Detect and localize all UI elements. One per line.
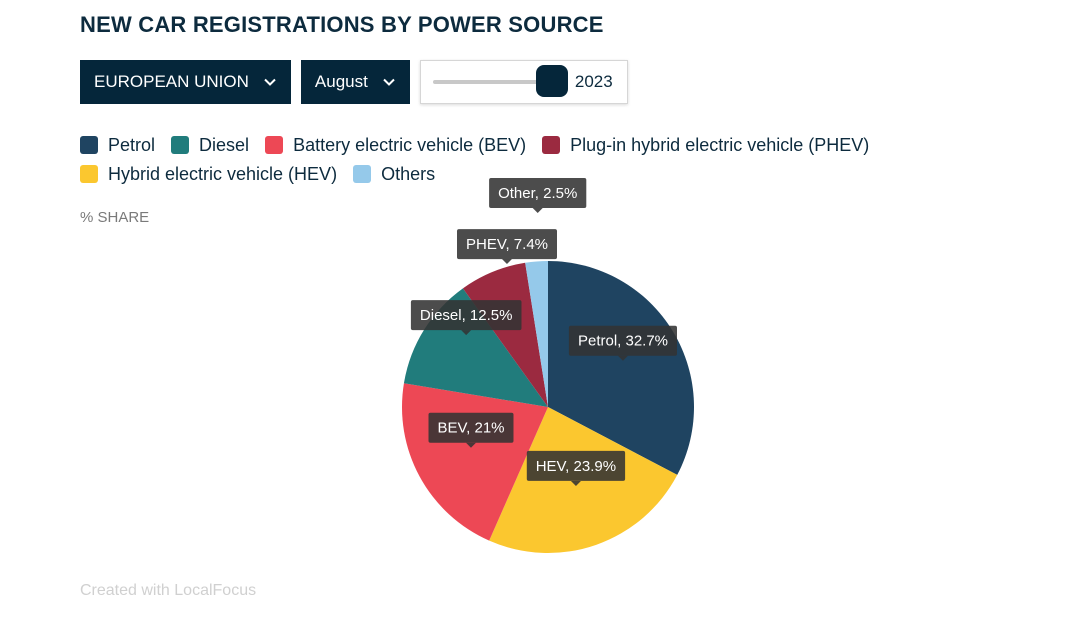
year-slider[interactable]: 2023 bbox=[419, 60, 628, 104]
region-dropdown-label: EUROPEAN UNION bbox=[94, 72, 249, 91]
legend-swatch bbox=[80, 165, 98, 183]
data-label-box bbox=[526, 450, 626, 481]
legend-label: Others bbox=[381, 163, 436, 184]
data-label-pointer bbox=[461, 330, 472, 336]
unit-label: % SHARE bbox=[80, 209, 150, 226]
data-label-text: Other, 2.5% bbox=[498, 185, 577, 202]
pie-slice-phev[interactable] bbox=[462, 262, 548, 407]
pie-slice-other[interactable] bbox=[525, 261, 548, 407]
legend-label: Diesel bbox=[199, 134, 250, 155]
data-label-bev: BEV, 21% bbox=[428, 412, 514, 448]
chevron-down-icon bbox=[383, 78, 395, 86]
chart-legend: Petrol Diesel Battery electric vehicle (BE… bbox=[80, 134, 960, 185]
data-label-text: HEV, 23.9% bbox=[536, 458, 616, 475]
region-dropdown[interactable]: EUROPEAN UNION bbox=[80, 60, 291, 104]
legend-item[interactable]: Plug-in hybrid electric vehicle (PHEV) bbox=[542, 134, 869, 156]
legend-label: Battery electric vehicle (BEV) bbox=[293, 134, 527, 155]
legend-item[interactable]: Petrol bbox=[80, 134, 155, 156]
legend-label: Hybrid electric vehicle (HEV) bbox=[108, 163, 338, 184]
legend-swatch bbox=[80, 136, 98, 154]
year-value: 2023 bbox=[574, 72, 613, 91]
pie-slice-petrol[interactable] bbox=[548, 261, 694, 475]
data-label-text: Diesel, 12.5% bbox=[420, 307, 513, 324]
chart-title: NEW CAR REGISTRATIONS BY POWER SOURCE bbox=[80, 12, 604, 37]
data-label-box bbox=[457, 229, 557, 260]
data-label-petrol: Petrol, 32.7% bbox=[568, 325, 677, 361]
month-dropdown[interactable]: August bbox=[300, 60, 410, 104]
legend-item[interactable]: Battery electric vehicle (BEV) bbox=[265, 134, 526, 156]
data-label-pointer bbox=[532, 208, 543, 214]
data-label-box bbox=[410, 300, 522, 331]
data-label-text: BEV, 21% bbox=[438, 420, 505, 437]
data-label-other: Other, 2.5% bbox=[489, 178, 587, 214]
data-label-pointer bbox=[570, 480, 581, 486]
data-label-box bbox=[489, 178, 587, 208]
data-label-text: PHEV, 7.4% bbox=[466, 236, 548, 253]
data-label-pointer bbox=[465, 442, 476, 448]
data-label-pointer bbox=[501, 259, 512, 265]
legend-swatch bbox=[265, 136, 284, 154]
legend-label: Petrol bbox=[108, 134, 156, 155]
filter-controls: EUROPEAN UNION August 2023 bbox=[80, 60, 628, 104]
legend-swatch bbox=[542, 136, 561, 154]
data-label-diesel: Diesel, 12.5% bbox=[410, 300, 522, 336]
legend-swatch bbox=[171, 136, 190, 154]
data-label-text: Petrol, 32.7% bbox=[578, 333, 668, 350]
legend-swatch bbox=[353, 165, 372, 183]
legend-item[interactable]: Hybrid electric vehicle (HEV) bbox=[80, 163, 337, 185]
data-label-pointer bbox=[617, 355, 628, 361]
year-slider-thumb[interactable] bbox=[535, 65, 568, 97]
year-slider-track[interactable] bbox=[432, 65, 568, 97]
data-label-box bbox=[428, 412, 514, 443]
month-dropdown-label: August bbox=[314, 72, 368, 91]
data-label-phev: PHEV, 7.4% bbox=[457, 229, 557, 265]
legend-item[interactable]: Others bbox=[353, 163, 435, 185]
chevron-down-icon bbox=[264, 78, 276, 86]
data-label-hev: HEV, 23.9% bbox=[526, 450, 626, 486]
legend-item[interactable]: Diesel bbox=[171, 134, 249, 156]
credit-text: Created with LocalFocus bbox=[80, 582, 257, 599]
data-label-box bbox=[568, 325, 677, 356]
legend-label: Plug-in hybrid electric vehicle (PHEV) bbox=[570, 134, 870, 155]
